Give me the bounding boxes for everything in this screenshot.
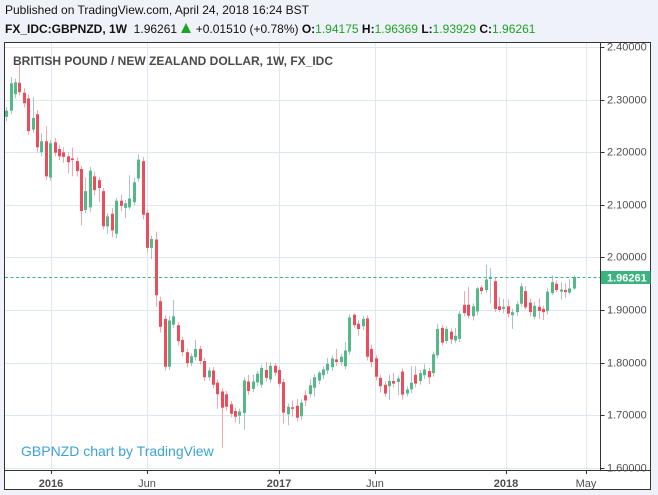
svg-text:Jun: Jun	[138, 478, 156, 490]
svg-text:2.30000: 2.30000	[607, 95, 647, 107]
svg-text:Jun: Jun	[366, 478, 384, 490]
svg-text:1.90000: 1.90000	[607, 305, 647, 317]
svg-text:GBPNZD chart by TradingView: GBPNZD chart by TradingView	[21, 443, 215, 459]
svg-text:2.10000: 2.10000	[607, 200, 647, 212]
svg-text:1.80000: 1.80000	[607, 358, 647, 370]
svg-text:1.60000: 1.60000	[607, 463, 647, 475]
svg-text:2.40000: 2.40000	[607, 42, 647, 54]
svg-text:2.00000: 2.00000	[607, 252, 647, 264]
svg-text:1.96261: 1.96261	[607, 273, 647, 285]
svg-text:2018: 2018	[494, 478, 518, 490]
svg-text:2017: 2017	[267, 478, 291, 490]
svg-text:2016: 2016	[39, 478, 63, 490]
svg-text:May: May	[576, 478, 597, 490]
svg-text:BRITISH POUND / NEW ZEALAND DO: BRITISH POUND / NEW ZEALAND DOLLAR, 1W, …	[13, 54, 333, 68]
svg-text:1.70000: 1.70000	[607, 410, 647, 422]
svg-text:2.20000: 2.20000	[607, 147, 647, 159]
